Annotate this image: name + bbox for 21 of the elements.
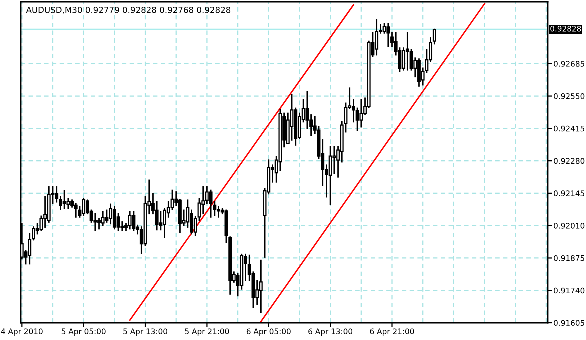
candlestick [44, 196, 47, 228]
candlestick [209, 190, 213, 218]
candlestick [112, 206, 116, 230]
candlestick [406, 32, 410, 71]
candlestick [132, 211, 136, 232]
candlestick [94, 213, 98, 232]
candlestick [360, 99, 364, 128]
candlestick [418, 58, 421, 87]
candlestick [82, 198, 86, 216]
candlestick [332, 146, 336, 174]
candlestick [259, 260, 263, 314]
candlestick [290, 94, 294, 141]
candlestick [101, 211, 105, 226]
candlestick [62, 190, 66, 210]
candlestick [386, 23, 390, 48]
candlestick [375, 19, 379, 56]
text: AUDUSD,M30 0.92779 0.92828 0.92768 0.92828 [26, 6, 231, 14]
candlestick [328, 146, 332, 206]
candlestick [116, 213, 120, 232]
candlestick [128, 211, 132, 230]
candlestick [74, 203, 78, 218]
